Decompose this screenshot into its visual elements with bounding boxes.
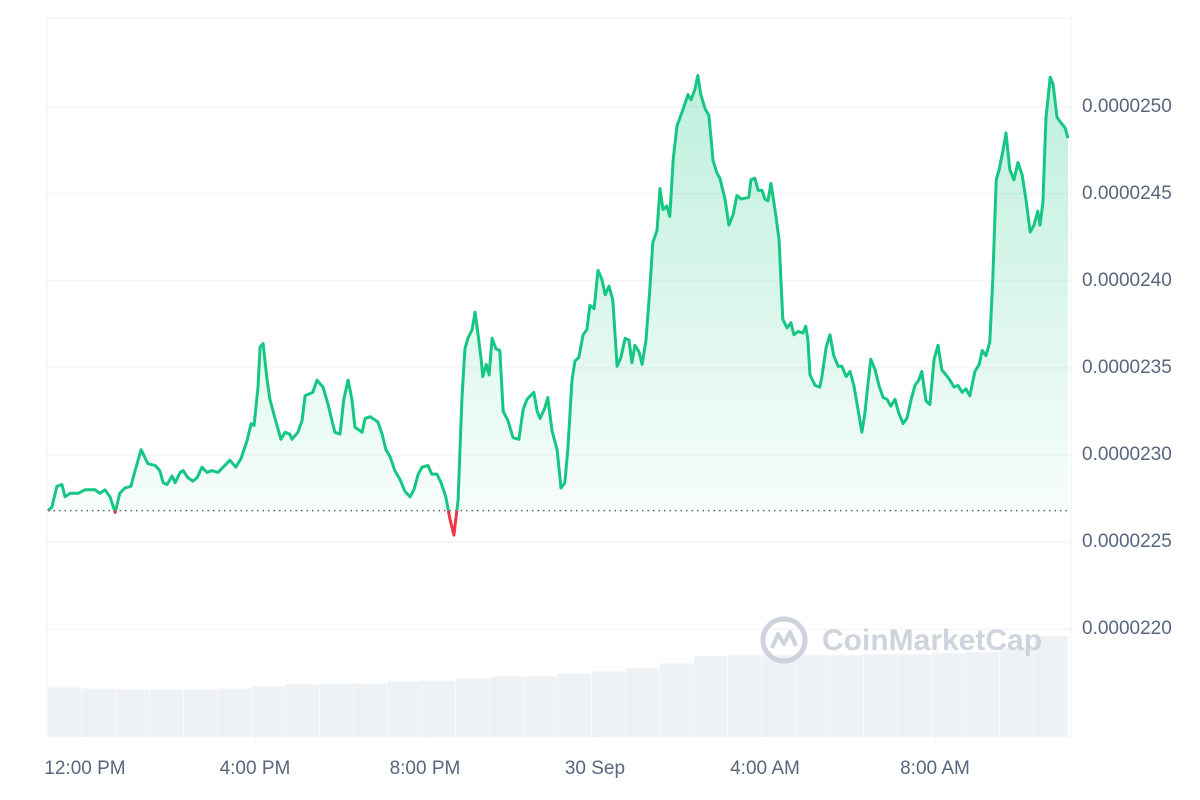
volume-bar	[932, 653, 966, 737]
x-tick-label: 4:00 PM	[220, 758, 291, 779]
volume-bar	[354, 683, 388, 737]
volume-bar	[286, 684, 320, 737]
volume-bar	[184, 689, 218, 737]
volume-bar	[1000, 648, 1034, 737]
volume-bar	[592, 671, 626, 737]
volume-bar	[116, 689, 150, 737]
x-tick-label: 8:00 PM	[390, 758, 461, 779]
watermark-logo-mark	[770, 630, 798, 649]
volume-bar	[1034, 636, 1068, 737]
watermark-text: CoinMarketCap	[822, 624, 1042, 657]
x-tick-label: 8:00 AM	[900, 758, 970, 779]
volume-bar	[48, 687, 82, 737]
volume-bar	[422, 680, 456, 737]
volume-bar	[524, 676, 558, 737]
y-tick-label: 0.0000220	[1082, 618, 1172, 639]
volume-bar	[864, 654, 898, 737]
x-tick-label: 12:00 PM	[44, 758, 125, 779]
x-tick-label: 30 Sep	[565, 758, 625, 779]
volume-bar	[898, 654, 932, 737]
volume-bar	[456, 678, 490, 737]
volume-bar	[558, 673, 592, 737]
y-tick-label: 0.0000250	[1082, 96, 1172, 117]
volume-bar	[320, 683, 354, 737]
watermark: CoinMarketCap	[760, 616, 1042, 664]
volume-bar	[830, 655, 864, 737]
volume-bar	[218, 688, 252, 737]
volume-bar	[252, 686, 286, 737]
volume-bar	[388, 681, 422, 737]
volume-bar	[490, 676, 524, 737]
y-tick-label: 0.0000230	[1082, 444, 1172, 465]
volume-bar	[796, 655, 830, 737]
volume-bar	[762, 655, 796, 737]
volume-bar	[150, 689, 184, 737]
volume-bar	[966, 652, 1000, 737]
y-tick-label: 0.0000245	[1082, 183, 1172, 204]
volume-bar	[626, 668, 660, 737]
volume-bar	[728, 655, 762, 737]
volume-bar	[694, 656, 728, 737]
x-tick-label: 4:00 AM	[730, 758, 800, 779]
volume-bar	[660, 663, 694, 737]
y-tick-label: 0.0000235	[1082, 357, 1172, 378]
price-line	[46, 74, 1070, 511]
watermark-logo	[760, 616, 808, 664]
volume-bar	[82, 688, 116, 737]
y-tick-label: 0.0000240	[1082, 270, 1172, 291]
price-area	[48, 75, 1068, 511]
y-tick-label: 0.0000225	[1082, 531, 1172, 552]
